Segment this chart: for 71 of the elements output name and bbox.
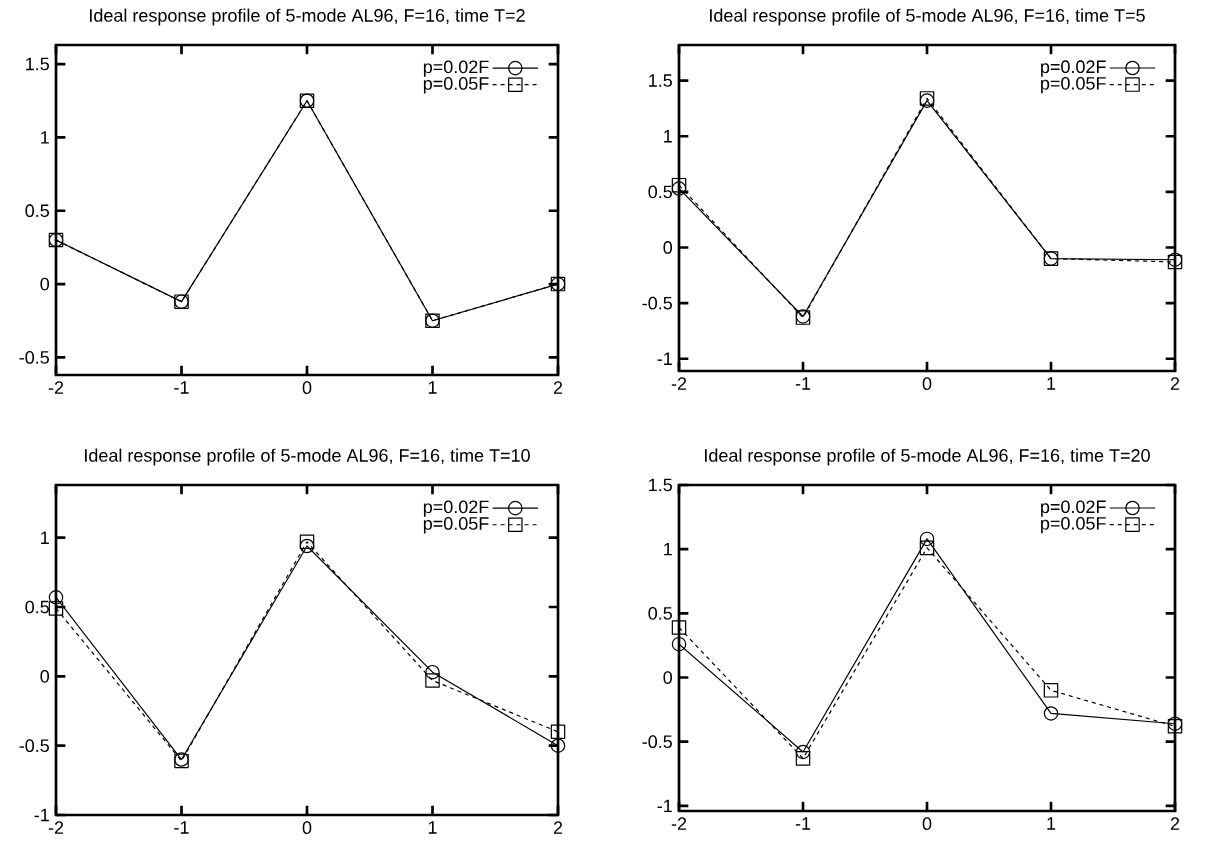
y-tick-label: 0.5 bbox=[648, 606, 672, 620]
point bbox=[795, 751, 811, 766]
legend-label: p=0.05F bbox=[423, 517, 489, 534]
y-tick-label: 0 bbox=[663, 241, 673, 254]
point bbox=[48, 601, 64, 616]
x-tick-label: -1 bbox=[174, 821, 189, 834]
point bbox=[919, 531, 935, 547]
x-tick-label: -2 bbox=[48, 821, 64, 834]
legend-label: p=0.02F bbox=[423, 500, 489, 517]
x-tick-label: 0 bbox=[302, 381, 312, 394]
y-tick-label: -0.5 bbox=[19, 739, 49, 753]
y-tick-label: 1 bbox=[41, 131, 49, 144]
y-tick-label: 0 bbox=[663, 671, 673, 684]
x-tick-label: 0 bbox=[922, 817, 932, 830]
y-tick-label: -1 bbox=[657, 352, 672, 365]
legend-label: p=0.02F bbox=[1041, 60, 1106, 77]
x-tick-label: 2 bbox=[1170, 377, 1180, 390]
y-tick-label: 0.5 bbox=[25, 204, 49, 218]
x-tick-label: -1 bbox=[795, 377, 811, 390]
point bbox=[425, 664, 440, 680]
y-tick-label: 1 bbox=[664, 542, 672, 556]
y-tick-label: 1.5 bbox=[26, 57, 49, 71]
y-tick-label: -0.5 bbox=[19, 351, 49, 364]
legend-label: p=0.05F bbox=[1041, 516, 1106, 534]
legend-label: p=0.05F bbox=[1041, 76, 1106, 94]
y-tick-label: 1 bbox=[41, 531, 49, 544]
x-tick-label: 2 bbox=[553, 821, 563, 834]
x-tick-label: -2 bbox=[671, 377, 687, 390]
point bbox=[671, 620, 687, 635]
x-tick-label: -2 bbox=[671, 817, 687, 830]
y-tick-label: 0.5 bbox=[648, 185, 672, 199]
x-tick-label: -2 bbox=[48, 381, 64, 394]
point bbox=[795, 744, 811, 760]
x-tick-label: 2 bbox=[553, 381, 563, 394]
x-tick-label: 1 bbox=[1047, 377, 1056, 390]
y-tick-label: -1 bbox=[657, 799, 672, 813]
point bbox=[299, 538, 315, 554]
y-tick-label: 1.5 bbox=[649, 478, 672, 492]
point bbox=[550, 724, 566, 740]
point bbox=[671, 181, 687, 196]
chart-title: Ideal response profile of 5-mode AL96, F=16, time T=10 bbox=[85, 448, 530, 466]
point bbox=[425, 673, 440, 688]
y-tick-label: 0 bbox=[40, 669, 50, 683]
x-tick-label: 1 bbox=[1047, 817, 1056, 830]
chart-title: Ideal response profile of 5-mode AL96, F=16, time T=20 bbox=[705, 448, 1150, 466]
point bbox=[1043, 683, 1059, 698]
x-tick-label: -1 bbox=[174, 381, 189, 394]
point bbox=[919, 540, 935, 556]
x-tick-label: 1 bbox=[428, 821, 437, 834]
point bbox=[671, 177, 687, 193]
point bbox=[671, 636, 687, 652]
y-tick-label: 1.5 bbox=[649, 74, 672, 87]
y-tick-label: -0.5 bbox=[642, 735, 672, 749]
chart-title: Ideal response profile of 5-mode AL96, F=16, time T=2 bbox=[90, 8, 525, 26]
x-tick-label: 0 bbox=[302, 821, 312, 834]
point bbox=[550, 738, 566, 753]
legend-label: p=0.02F bbox=[1041, 500, 1106, 517]
legend-label: p=0.05F bbox=[423, 77, 489, 94]
y-tick-label: 0 bbox=[40, 277, 50, 291]
legend-label: p=0.02F bbox=[423, 60, 489, 77]
point bbox=[299, 534, 315, 550]
y-tick-label: 1 bbox=[664, 130, 672, 143]
x-tick-label: 1 bbox=[428, 381, 437, 394]
chart-title: Ideal response profile of 5-mode AL96, F=16, time T=5 bbox=[710, 8, 1145, 26]
y-tick-label: 0.5 bbox=[25, 600, 49, 614]
y-tick-label: -0.5 bbox=[642, 296, 672, 310]
x-tick-label: -1 bbox=[795, 817, 811, 830]
point bbox=[48, 590, 64, 605]
x-tick-label: 2 bbox=[1170, 817, 1180, 830]
point bbox=[1043, 706, 1059, 721]
x-tick-label: 0 bbox=[922, 377, 932, 390]
